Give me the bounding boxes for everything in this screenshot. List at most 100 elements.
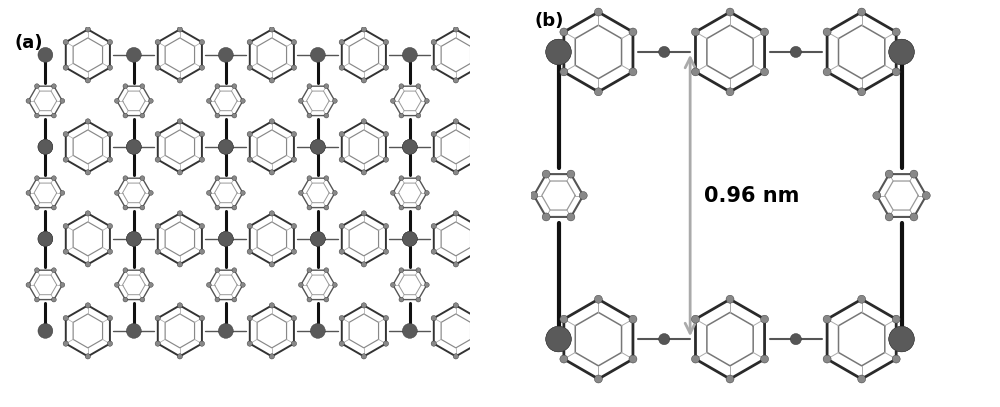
- Circle shape: [567, 213, 575, 221]
- Circle shape: [416, 205, 421, 210]
- Circle shape: [177, 303, 183, 308]
- Circle shape: [790, 46, 801, 57]
- Circle shape: [453, 303, 459, 308]
- Circle shape: [726, 375, 734, 383]
- Circle shape: [823, 68, 831, 76]
- Circle shape: [339, 39, 344, 45]
- Circle shape: [38, 140, 53, 154]
- Circle shape: [383, 65, 389, 70]
- Circle shape: [148, 98, 153, 103]
- Circle shape: [892, 315, 900, 323]
- Circle shape: [148, 190, 153, 195]
- Circle shape: [199, 131, 205, 137]
- Circle shape: [406, 50, 414, 59]
- Circle shape: [269, 303, 275, 308]
- Circle shape: [85, 27, 91, 32]
- Circle shape: [629, 28, 637, 36]
- Circle shape: [155, 131, 160, 137]
- Circle shape: [247, 249, 252, 254]
- Circle shape: [629, 68, 637, 76]
- Circle shape: [123, 297, 128, 302]
- Circle shape: [155, 223, 160, 229]
- Circle shape: [140, 113, 145, 118]
- Circle shape: [339, 341, 344, 346]
- Circle shape: [177, 78, 183, 83]
- Circle shape: [691, 315, 699, 323]
- Circle shape: [399, 297, 404, 302]
- Circle shape: [218, 232, 233, 246]
- Circle shape: [453, 78, 459, 83]
- Circle shape: [232, 205, 237, 210]
- Circle shape: [240, 98, 245, 103]
- Circle shape: [431, 315, 436, 321]
- Circle shape: [761, 355, 769, 363]
- Circle shape: [314, 235, 322, 243]
- Circle shape: [206, 190, 211, 195]
- Circle shape: [892, 68, 900, 76]
- Circle shape: [269, 354, 275, 359]
- Circle shape: [218, 232, 233, 246]
- Circle shape: [361, 354, 367, 359]
- Circle shape: [402, 324, 417, 338]
- Circle shape: [60, 190, 65, 195]
- Circle shape: [691, 355, 699, 363]
- Circle shape: [63, 39, 68, 45]
- Circle shape: [206, 282, 211, 287]
- Circle shape: [910, 213, 918, 221]
- Circle shape: [339, 249, 344, 254]
- Circle shape: [453, 211, 459, 216]
- Circle shape: [269, 119, 275, 124]
- Circle shape: [199, 249, 205, 254]
- Circle shape: [691, 28, 699, 36]
- Circle shape: [155, 65, 160, 70]
- Circle shape: [594, 8, 602, 16]
- Circle shape: [761, 28, 769, 36]
- Circle shape: [560, 315, 568, 323]
- Circle shape: [339, 131, 344, 137]
- Circle shape: [399, 176, 404, 181]
- Circle shape: [314, 142, 322, 151]
- Circle shape: [155, 39, 160, 45]
- Circle shape: [215, 268, 220, 273]
- Circle shape: [530, 192, 538, 199]
- Circle shape: [26, 98, 31, 103]
- Circle shape: [63, 315, 68, 321]
- Circle shape: [130, 235, 138, 243]
- Circle shape: [291, 315, 297, 321]
- Circle shape: [247, 39, 252, 45]
- Circle shape: [402, 232, 417, 246]
- Circle shape: [177, 211, 183, 216]
- Circle shape: [177, 170, 183, 175]
- Circle shape: [910, 170, 918, 178]
- Circle shape: [475, 131, 481, 137]
- Circle shape: [155, 341, 160, 346]
- Circle shape: [629, 355, 637, 363]
- Circle shape: [424, 282, 429, 287]
- Circle shape: [339, 315, 344, 321]
- Circle shape: [26, 282, 31, 287]
- Circle shape: [453, 27, 459, 32]
- Circle shape: [594, 88, 602, 96]
- Circle shape: [269, 211, 275, 216]
- Circle shape: [431, 39, 436, 45]
- Circle shape: [107, 315, 113, 321]
- Circle shape: [307, 268, 312, 273]
- Circle shape: [361, 78, 367, 83]
- Circle shape: [38, 232, 53, 246]
- Circle shape: [889, 326, 914, 352]
- Circle shape: [85, 354, 91, 359]
- Circle shape: [199, 157, 205, 162]
- Circle shape: [140, 176, 145, 181]
- Circle shape: [35, 84, 39, 89]
- Circle shape: [383, 315, 389, 321]
- Circle shape: [218, 140, 233, 154]
- Circle shape: [310, 48, 325, 62]
- Circle shape: [361, 170, 367, 175]
- Circle shape: [63, 157, 68, 162]
- Circle shape: [85, 119, 91, 124]
- Circle shape: [823, 315, 831, 323]
- Circle shape: [247, 157, 252, 162]
- Circle shape: [475, 223, 481, 229]
- Circle shape: [406, 235, 414, 243]
- Circle shape: [63, 249, 68, 254]
